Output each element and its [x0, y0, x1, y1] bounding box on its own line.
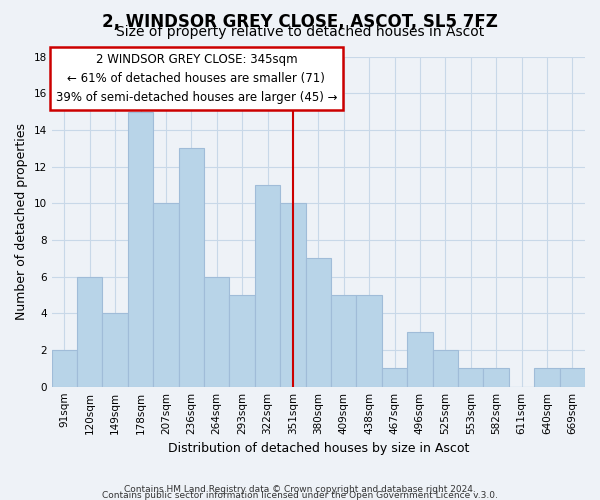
- Bar: [255, 185, 280, 386]
- Text: Size of property relative to detached houses in Ascot: Size of property relative to detached ho…: [116, 25, 484, 39]
- X-axis label: Distribution of detached houses by size in Ascot: Distribution of detached houses by size …: [167, 442, 469, 455]
- Bar: [305, 258, 331, 386]
- Bar: [331, 295, 356, 386]
- Bar: [128, 112, 153, 386]
- Bar: [484, 368, 509, 386]
- Bar: [204, 276, 229, 386]
- Text: Contains HM Land Registry data © Crown copyright and database right 2024.: Contains HM Land Registry data © Crown c…: [124, 485, 476, 494]
- Bar: [458, 368, 484, 386]
- Bar: [534, 368, 560, 386]
- Bar: [52, 350, 77, 387]
- Bar: [229, 295, 255, 386]
- Bar: [179, 148, 204, 386]
- Y-axis label: Number of detached properties: Number of detached properties: [15, 123, 28, 320]
- Bar: [77, 276, 103, 386]
- Bar: [560, 368, 585, 386]
- Bar: [153, 203, 179, 386]
- Text: 2, WINDSOR GREY CLOSE, ASCOT, SL5 7FZ: 2, WINDSOR GREY CLOSE, ASCOT, SL5 7FZ: [102, 12, 498, 30]
- Text: Contains public sector information licensed under the Open Government Licence v.: Contains public sector information licen…: [102, 491, 498, 500]
- Bar: [433, 350, 458, 387]
- Bar: [103, 314, 128, 386]
- Bar: [382, 368, 407, 386]
- Text: 2 WINDSOR GREY CLOSE: 345sqm
← 61% of detached houses are smaller (71)
39% of se: 2 WINDSOR GREY CLOSE: 345sqm ← 61% of de…: [56, 53, 337, 104]
- Bar: [356, 295, 382, 386]
- Bar: [280, 203, 305, 386]
- Bar: [407, 332, 433, 386]
